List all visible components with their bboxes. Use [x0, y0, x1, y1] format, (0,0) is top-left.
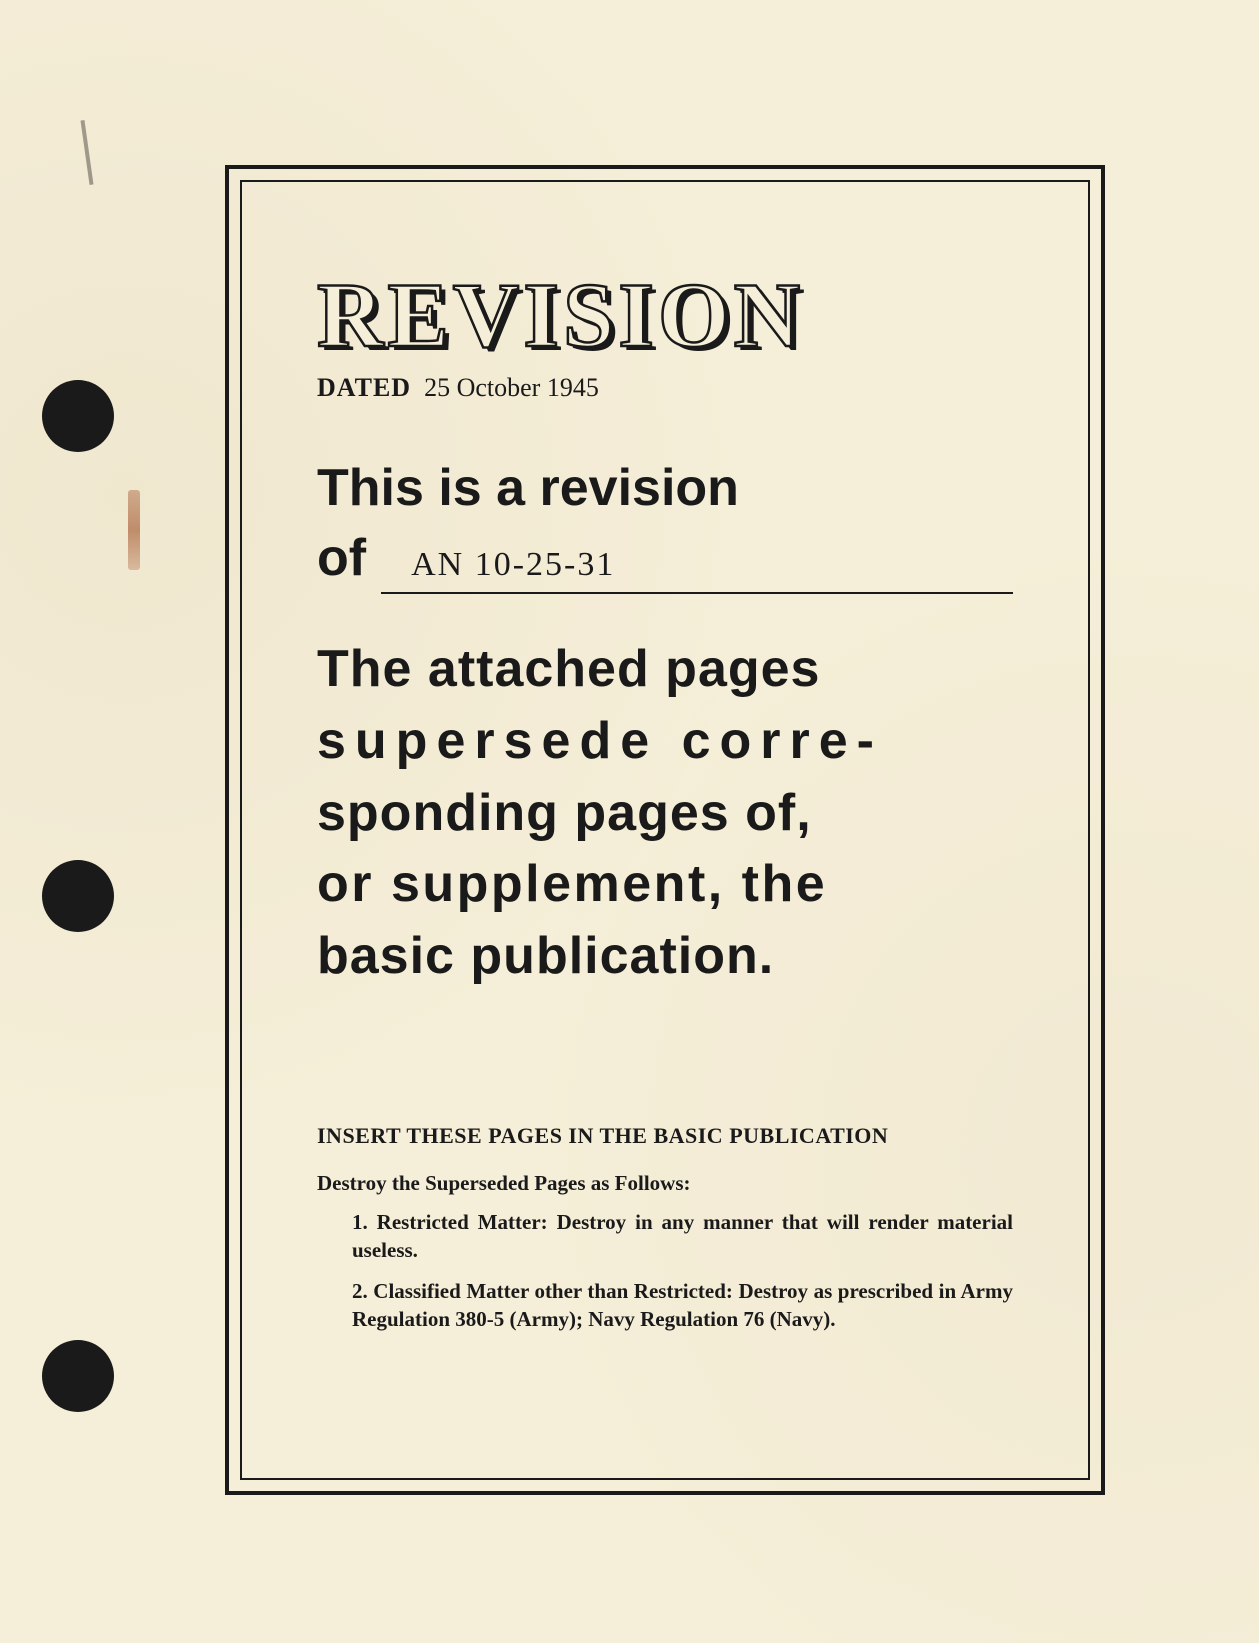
binding-mark — [80, 120, 93, 185]
revision-of-block: This is a revision of AN 10-25-31 — [317, 453, 1013, 594]
main-line-1: The attached pages — [317, 634, 1013, 706]
punch-hole — [42, 380, 114, 452]
punch-hole — [42, 1340, 114, 1412]
main-body-text: The attached pages supersede corre- spon… — [317, 634, 1013, 993]
main-line-4: or supplement, the — [317, 849, 1013, 921]
revision-of-line1: This is a revision — [317, 453, 1013, 523]
instruction-item-2: 2. Classified Matter other than Restrict… — [317, 1277, 1013, 1334]
content-frame: REVISION DATED 25 October 1945 This is a… — [240, 180, 1090, 1480]
revision-of-line2: of AN 10-25-31 — [317, 523, 1013, 594]
instructions-heading: INSERT THESE PAGES IN THE BASIC PUBLICAT… — [317, 1123, 1013, 1149]
punch-hole — [42, 860, 114, 932]
main-line-2: supersede corre- — [317, 706, 1013, 778]
date-text: 25 October 1945 — [424, 373, 599, 402]
dated-label: DATED — [317, 373, 411, 402]
document-number: AN 10-25-31 — [381, 542, 1013, 594]
revision-title: REVISION — [317, 262, 1013, 368]
of-label: of — [317, 523, 366, 593]
rust-stain — [128, 490, 140, 570]
main-line-5: basic publication. — [317, 921, 1013, 993]
main-line-3: sponding pages of, — [317, 778, 1013, 850]
instruction-item-1: 1. Restricted Matter: Destroy in any man… — [317, 1208, 1013, 1265]
dated-line: DATED 25 October 1945 — [317, 373, 1013, 403]
document-page: REVISION DATED 25 October 1945 This is a… — [0, 0, 1259, 1643]
instructions-subheading: Destroy the Superseded Pages as Follows: — [317, 1171, 1013, 1196]
